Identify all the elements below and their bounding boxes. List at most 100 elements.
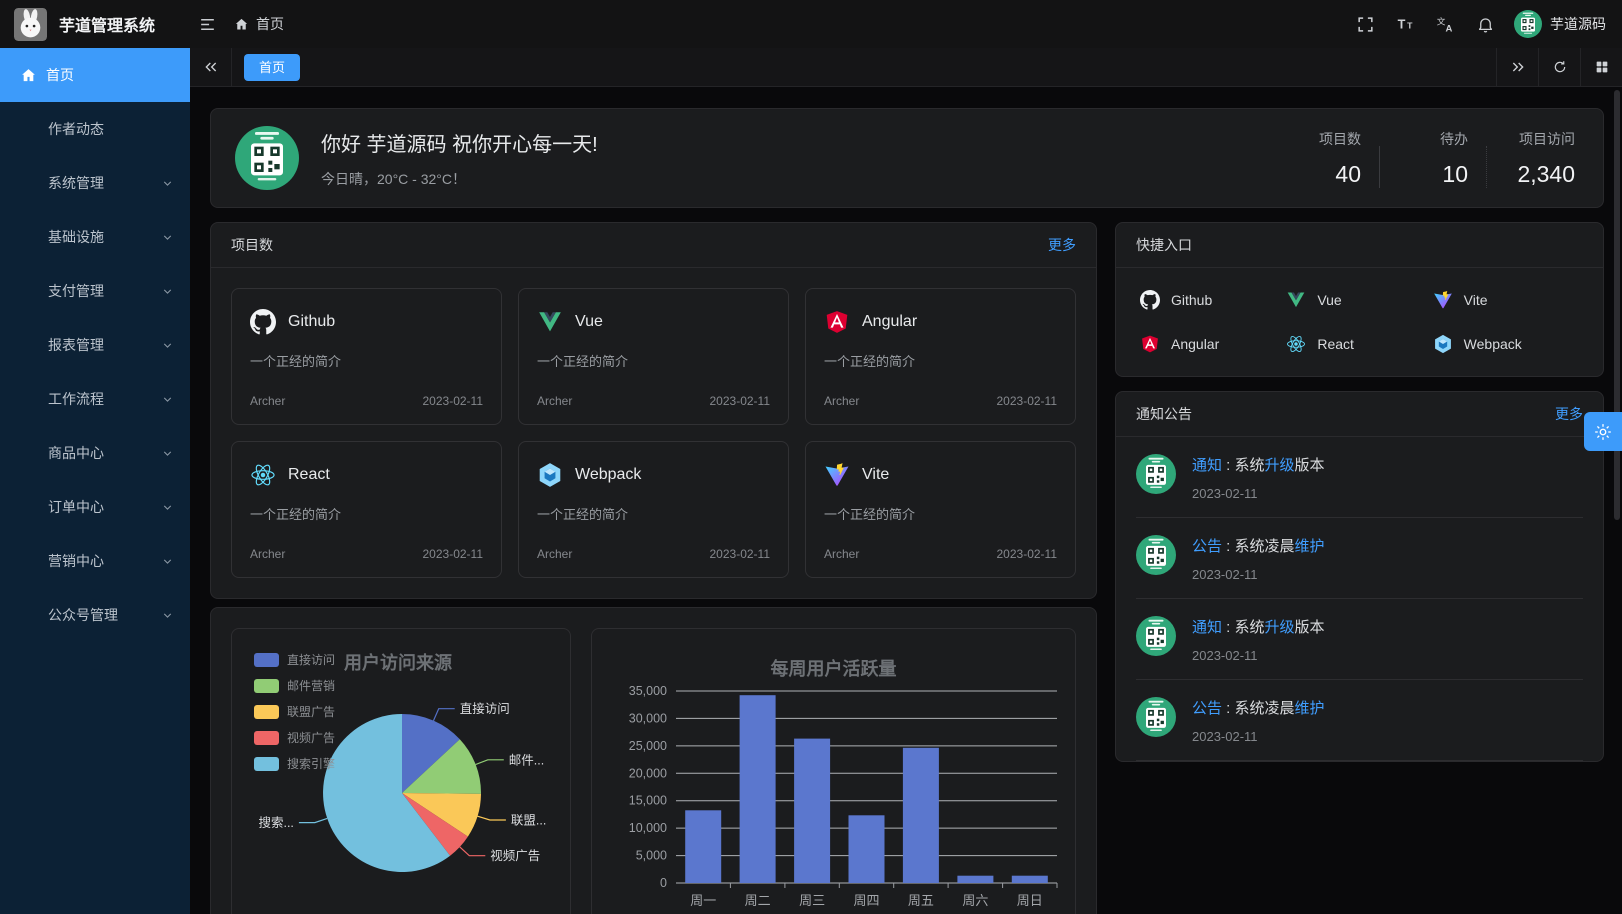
sidebar-item-label: 报表管理	[48, 337, 104, 353]
project-name: Angular	[862, 313, 918, 330]
svg-text:0: 0	[660, 876, 667, 890]
project-name: Webpack	[575, 466, 642, 483]
breadcrumb[interactable]: 首页	[234, 14, 284, 34]
quick-links-title: 快捷入口	[1136, 237, 1192, 253]
project-card-webpack[interactable]: Webpack 一个正经的简介 Archer 2023-02-11	[518, 441, 789, 578]
project-desc: 一个正经的简介	[250, 507, 342, 522]
fullscreen-icon[interactable]	[1348, 7, 1382, 41]
svg-text:搜索...: 搜索...	[258, 815, 293, 830]
chevron-down-icon	[161, 447, 174, 460]
quick-link-react[interactable]: React	[1286, 334, 1432, 354]
project-author: Archer	[537, 547, 573, 561]
welcome-card: 你好 芋道源码 祝你开心每一天! 今日晴，20°C - 32°C！ 项目数 40 待…	[210, 108, 1604, 208]
sidebar-item-label: 首页	[46, 67, 74, 83]
notice-avatar	[1136, 697, 1176, 737]
project-card-vue[interactable]: Vue 一个正经的简介 Archer 2023-02-11	[518, 288, 789, 425]
legend-item[interactable]: 联盟广告	[254, 703, 335, 720]
notice-item-1[interactable]: 公告 : 系统凌晨维护 2023-02-11	[1136, 518, 1583, 599]
sidebar-item-2[interactable]: 系统管理	[0, 156, 190, 210]
notice-title: 通知 : 系统升级版本	[1192, 457, 1325, 474]
notices-more-link[interactable]: 更多	[1555, 406, 1583, 422]
notice-item-2[interactable]: 通知 : 系统升级版本 2023-02-11	[1136, 599, 1583, 680]
tabs-menu-icon[interactable]	[1580, 48, 1622, 86]
chevron-down-icon	[161, 501, 174, 514]
sidebar-item-1[interactable]: 作者动态	[0, 102, 190, 156]
project-name: Vite	[862, 466, 890, 483]
svg-text:30,000: 30,000	[629, 711, 667, 725]
quick-link-label: React	[1317, 336, 1354, 352]
user-avatar	[1514, 10, 1542, 38]
vite-icon	[1433, 290, 1453, 310]
welcome-avatar	[235, 126, 299, 190]
scrollbar-thumb[interactable]	[1614, 90, 1620, 520]
svg-text:周五: 周五	[908, 893, 934, 908]
chevron-down-icon	[161, 555, 174, 568]
notice-avatar	[1136, 454, 1176, 494]
sidebar-item-label: 支付管理	[48, 283, 104, 299]
svg-text:10,000: 10,000	[629, 821, 667, 835]
tabs-scroll-left-button[interactable]	[190, 48, 232, 86]
sidebar-item-5[interactable]: 报表管理	[0, 318, 190, 372]
legend-item[interactable]: 直接访问	[254, 651, 335, 668]
sidebar-menu: 首页作者动态 系统管理 基础设施支付管理报表管理工作流程商品中心订单中心 营销中心 公众…	[0, 48, 190, 914]
notice-title: 公告 : 系统凌晨维护	[1192, 700, 1325, 717]
quick-link-label: Angular	[1171, 336, 1220, 352]
project-card-vite[interactable]: Vite 一个正经的简介 Archer 2023-02-11	[805, 441, 1076, 578]
notice-item-0[interactable]: 通知 : 系统升级版本 2023-02-11	[1136, 437, 1583, 518]
sidebar-item-6[interactable]: 工作流程	[0, 372, 190, 426]
sidebar-item-4[interactable]: 支付管理	[0, 264, 190, 318]
notice-avatar	[1136, 535, 1176, 575]
pie-chart: 直接访问 邮件... 联盟... 视频广告 搜索...	[232, 629, 570, 914]
quick-link-webpack[interactable]: Webpack	[1433, 334, 1579, 354]
project-author: Archer	[537, 394, 573, 408]
svg-text:A: A	[1445, 23, 1452, 33]
project-desc: 一个正经的简介	[824, 507, 916, 522]
app-logo-area[interactable]: 芋道管理系统	[0, 7, 190, 41]
svg-text:联盟...: 联盟...	[511, 814, 546, 828]
sidebar-item-10[interactable]: 公众号管理	[0, 588, 190, 642]
sidebar-item-8[interactable]: 订单中心	[0, 480, 190, 534]
settings-gear-button[interactable]	[1584, 412, 1622, 451]
project-name: React	[288, 466, 330, 483]
notice-date: 2023-02-11	[1192, 486, 1258, 501]
svg-text:周三: 周三	[799, 893, 825, 908]
project-card-github[interactable]: Github 一个正经的简介 Archer 2023-02-11	[231, 288, 502, 425]
menu-fold-icon[interactable]	[190, 7, 224, 41]
quick-link-vue[interactable]: Vue	[1286, 290, 1432, 310]
user-menu[interactable]: 芋道源码	[1514, 10, 1606, 38]
pie-legend: 直接访问邮件营销联盟广告视频广告搜索引擎	[254, 651, 335, 772]
project-card-angular[interactable]: Angular 一个正经的简介 Archer 2023-02-11	[805, 288, 1076, 425]
vite-icon	[824, 462, 850, 488]
sidebar-item-label: 商品中心	[48, 445, 104, 461]
sidebar-item-7[interactable]: 商品中心	[0, 426, 190, 480]
quick-link-github[interactable]: Github	[1140, 290, 1286, 310]
quick-link-label: Webpack	[1463, 336, 1522, 352]
refresh-icon[interactable]	[1538, 48, 1580, 86]
svg-text:35,000: 35,000	[629, 684, 667, 698]
projects-more-link[interactable]: 更多	[1048, 237, 1076, 253]
welcome-greeting: 你好 芋道源码 祝你开心每一天!	[321, 133, 598, 156]
quick-link-angular[interactable]: Angular	[1140, 334, 1286, 354]
project-name: Github	[288, 313, 336, 330]
legend-item[interactable]: 视频广告	[254, 729, 335, 746]
quick-link-vite[interactable]: Vite	[1433, 290, 1579, 310]
sidebar-item-9[interactable]: 营销中心	[0, 534, 190, 588]
tabs-scroll-right-button[interactable]	[1496, 48, 1538, 86]
svg-text:25,000: 25,000	[629, 739, 667, 753]
tab-home[interactable]: 首页	[244, 53, 301, 81]
project-card-react[interactable]: React 一个正经的简介 Archer 2023-02-11	[231, 441, 502, 578]
sidebar-item-3[interactable]: 基础设施	[0, 210, 190, 264]
legend-item[interactable]: 搜索引擎	[254, 755, 335, 772]
pie-chart-title: 用户访问来源	[344, 653, 452, 673]
webpack-icon	[537, 462, 563, 488]
github-icon	[250, 309, 276, 335]
chevron-down-icon	[161, 285, 174, 298]
notice-item-3[interactable]: 公告 : 系统凌晨维护 2023-02-11	[1136, 680, 1583, 761]
sidebar-item-home[interactable]: 首页	[0, 48, 190, 102]
project-date: 2023-02-11	[709, 394, 771, 408]
notification-bell-icon[interactable]	[1468, 7, 1502, 41]
legend-item[interactable]: 邮件营销	[254, 677, 335, 694]
